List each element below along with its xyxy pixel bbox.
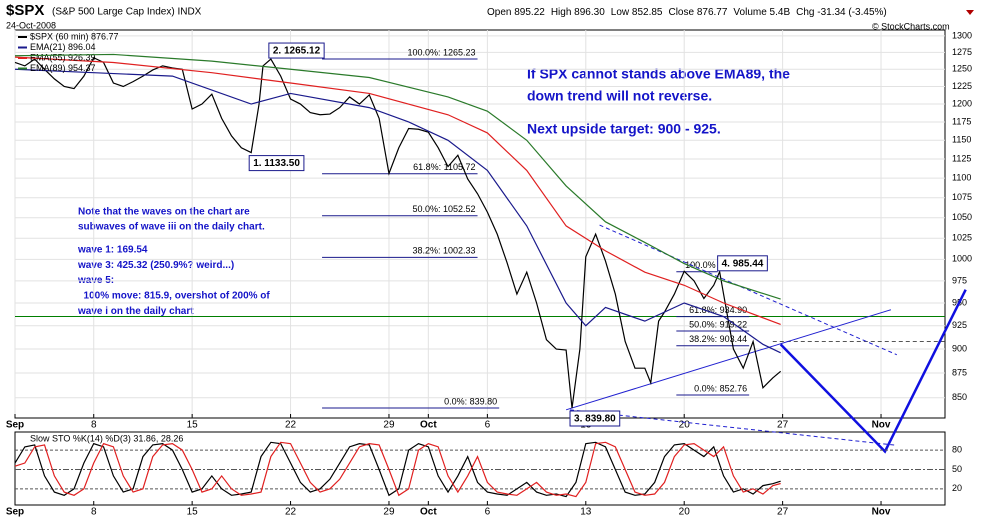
series-line [14,56,781,325]
note-text: down trend will not reverse. [527,88,712,104]
x-tick-label: 20 [679,420,691,431]
y-tick-label: 975 [952,275,967,285]
note-text: wave 1: 169.54 [77,245,148,256]
y-tick-label: 1100 [952,173,971,183]
x-tick-label: 22 [285,420,297,431]
quote-item: Low 852.85 [611,7,663,18]
series-line [14,441,781,498]
quote-item: High 896.30 [551,7,605,18]
point-label: 1. 1133.50 [253,158,300,169]
fib-label: 38.2%: 1002.33 [412,246,475,256]
fib-label: 61.8%: 1105.72 [413,162,475,172]
fib-label: 61.8%: 934.90 [689,305,747,315]
down-arrow [966,10,974,15]
series-line [14,56,782,409]
note-text: If SPX cannot stands above EMA89, the [527,66,790,82]
panel-title: Slow STO %K(14) %D(3) 31.86, 28.26 [30,433,183,443]
y-tick-label: 925 [952,320,967,330]
fib-label: 50.0%: 1052.52 [412,204,475,214]
point-box [569,410,621,427]
y-tick-label: 20 [952,483,962,493]
series-line [14,68,781,354]
note-text: 100% move: 815.9, overshot of 200% of [78,291,270,302]
x-tick-label: 8 [91,420,97,431]
quote: Open 895.22 High 896.30 Low 852.85 Close 87… [487,7,887,18]
legend-label: EMA(55) 926.39 [30,52,96,62]
y-tick-label: 1050 [952,212,972,222]
point-label: 4. 985.44 [722,258,764,269]
quote-item: Volume 5.4B [733,7,790,18]
series-line [14,53,781,300]
quote-item: Close 876.77 [668,7,727,18]
y-tick-label: 1025 [952,233,972,243]
y-tick-label: 1200 [952,98,972,108]
trend-line [569,409,895,446]
x-tick-label: 13 [580,507,592,518]
y-tick-label: 1075 [952,192,972,202]
legend-label: EMA(21) 896.04 [30,42,96,52]
x-tick-label: Oct [420,420,437,431]
trend-line [599,224,897,356]
fib-label: 100.0% [685,260,716,270]
x-tick-label: Sep [6,420,24,431]
point-box [717,255,768,272]
y-tick-label: 80 [952,444,962,454]
credit: © StockCharts.com [872,21,950,31]
x-tick-label: 27 [777,420,789,431]
note-text: Next upside target: 900 - 925. [527,121,721,137]
x-tick-label: Nov [872,420,891,431]
legend-label: EMA(89) 954.37 [30,63,96,73]
x-tick-label: 27 [777,507,789,518]
stoch-panel [14,431,946,506]
x-tick-label: 6 [485,420,491,431]
point-label: 2. 1265.12 [273,46,321,57]
y-tick-label: 1300 [952,30,972,40]
quote-item: Chg -31.34 (-3.45%) [796,7,887,18]
note-text: Note that the waves on the chart are [78,207,250,218]
x-tick-label: 29 [383,507,395,518]
x-tick-label: 22 [285,507,297,518]
y-tick-label: 900 [952,343,967,353]
index-name: (S&P 500 Large Cap Index) INDX [52,7,202,18]
x-tick-label: 20 [679,507,691,518]
trend-line [779,289,967,454]
y-tick-label: 1225 [952,81,972,91]
point-box [268,42,325,59]
y-tick-label: 850 [952,392,967,402]
legend-label: $SPX (60 min) 876.77 [30,31,119,41]
y-tick-label: 875 [952,367,967,377]
x-tick-label: 6 [485,507,491,518]
y-tick-label: 1250 [952,64,972,74]
y-tick-label: 50 [952,464,962,474]
fib-label: 0.0%: 839.80 [444,396,497,406]
x-tick-label: 15 [187,507,199,518]
y-tick-label: 1125 [952,153,971,163]
quote-item: Open 895.22 [487,7,545,18]
fib-label: 100.0%: 1265.23 [407,47,475,57]
y-tick-label: 1175 [952,116,971,126]
x-tick-label: 8 [91,507,97,518]
point-box [248,155,305,172]
note-text: subwaves of wave iii on the daily chart. [78,222,265,233]
point-label: 3. 839.80 [574,414,616,425]
x-tick-label: Nov [872,507,891,518]
y-tick-label: 1275 [952,47,972,57]
trend-line [565,309,892,411]
date: 24-Oct-2008 [6,20,56,30]
fib-label: 0.0%: 852.76 [694,383,747,393]
fib-label: 38.2%: 903.44 [689,334,747,344]
x-tick-label: 29 [383,420,395,431]
note-text: wave i on the daily chart [77,306,194,317]
symbol: $SPX [6,2,44,19]
x-tick-label: 15 [187,420,199,431]
note-text: wave 3: 425.32 (250.9%? weird...) [77,260,234,271]
x-tick-label: Oct [420,507,437,518]
y-tick-label: 1150 [952,135,971,145]
fib-label: 50.0%: 919.22 [689,319,747,329]
series-line [14,441,781,498]
y-tick-label: 1000 [952,254,972,264]
x-tick-label: Sep [6,507,24,518]
